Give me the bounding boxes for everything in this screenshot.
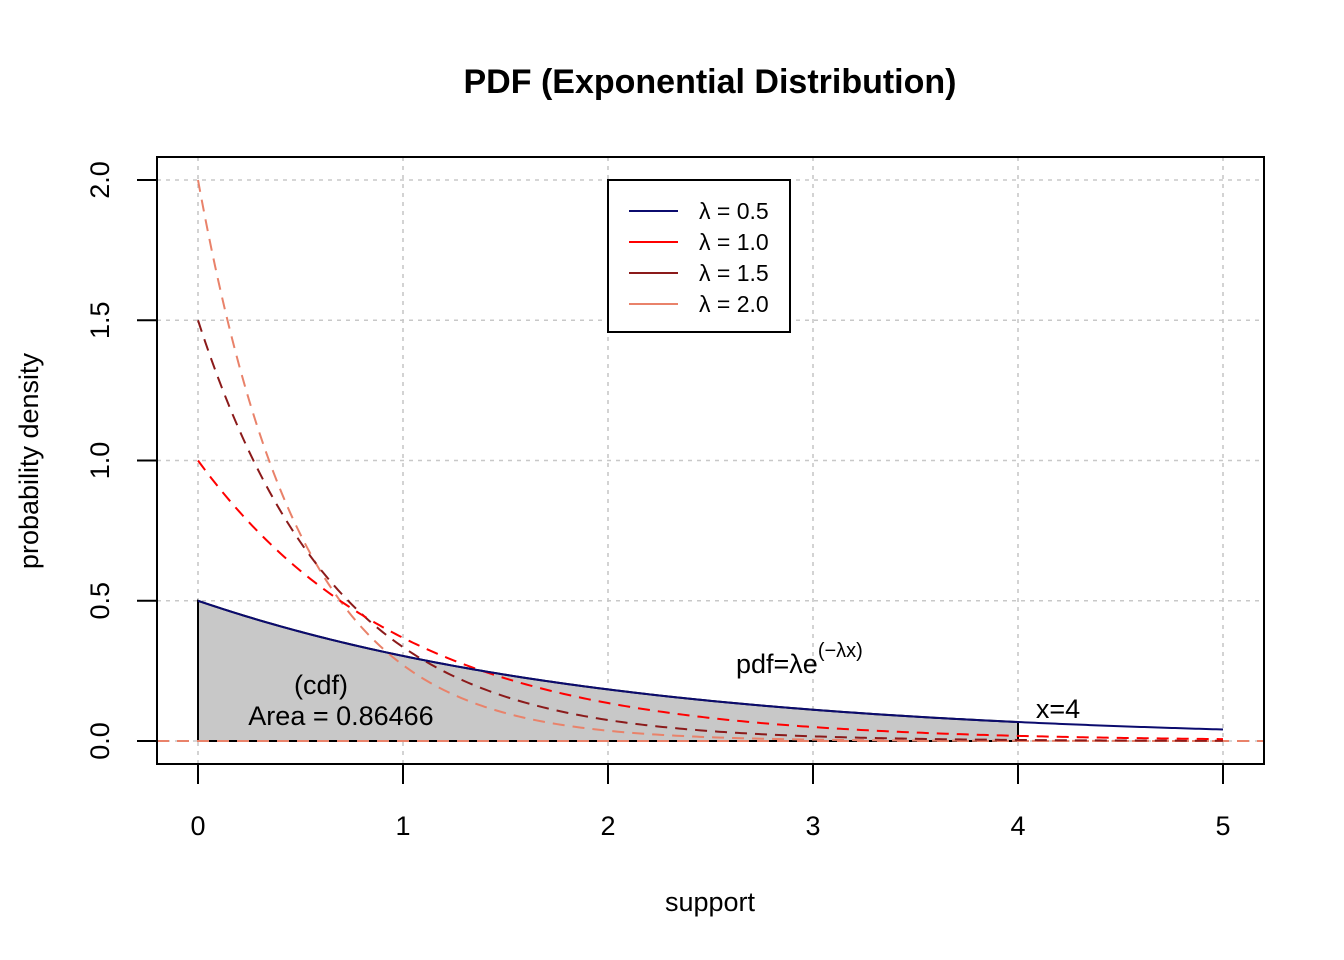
legend-box bbox=[607, 179, 791, 333]
y-tick-label-1: 0.5 bbox=[85, 582, 115, 620]
series-line-2 bbox=[197, 319, 1224, 742]
formula-exponent: (−λx) bbox=[818, 640, 863, 662]
cdf-annotation: (cdf) bbox=[294, 670, 348, 700]
series-lines bbox=[157, 179, 1264, 742]
x-axis: 0 1 2 3 4 5 bbox=[190, 763, 1231, 841]
legend-label-3: λ = 2.0 bbox=[699, 291, 769, 317]
legend-label-2: λ = 1.5 bbox=[699, 260, 769, 286]
x-tick-label-5: 5 bbox=[1215, 811, 1230, 841]
legend-label-1: λ = 1.0 bbox=[699, 229, 769, 255]
formula-base: pdf=λe bbox=[736, 649, 818, 679]
chart-title: PDF (Exponential Distribution) bbox=[464, 63, 957, 101]
cutoff-annotation: x=4 bbox=[1036, 694, 1080, 724]
y-tick-label-4: 2.0 bbox=[85, 161, 115, 199]
y-axis-label: probability density bbox=[14, 352, 44, 569]
area-annotation: Area = 0.86466 bbox=[248, 701, 433, 731]
x-axis-label: support bbox=[665, 887, 756, 917]
formula-annotation: pdf=λe(−λx) bbox=[736, 640, 863, 679]
y-axis: 0.0 0.5 1.0 1.5 2.0 bbox=[85, 161, 158, 760]
series-line-0 bbox=[197, 599, 1224, 731]
x-tick-label-1: 1 bbox=[395, 811, 410, 841]
x-tick-label-4: 4 bbox=[1010, 811, 1025, 841]
legend-label-0: λ = 0.5 bbox=[699, 198, 769, 224]
y-tick-label-3: 1.5 bbox=[85, 301, 115, 339]
y-tick-label-2: 1.0 bbox=[85, 442, 115, 480]
y-tick-label-0: 0.0 bbox=[85, 722, 115, 760]
x-tick-label-2: 2 bbox=[600, 811, 615, 841]
series-line-3 bbox=[197, 179, 1223, 742]
x-tick-label-3: 3 bbox=[805, 811, 820, 841]
legend: λ = 0.5 λ = 1.0 λ = 1.5 λ = 2.0 bbox=[607, 179, 791, 333]
x-tick-label-0: 0 bbox=[190, 811, 205, 841]
